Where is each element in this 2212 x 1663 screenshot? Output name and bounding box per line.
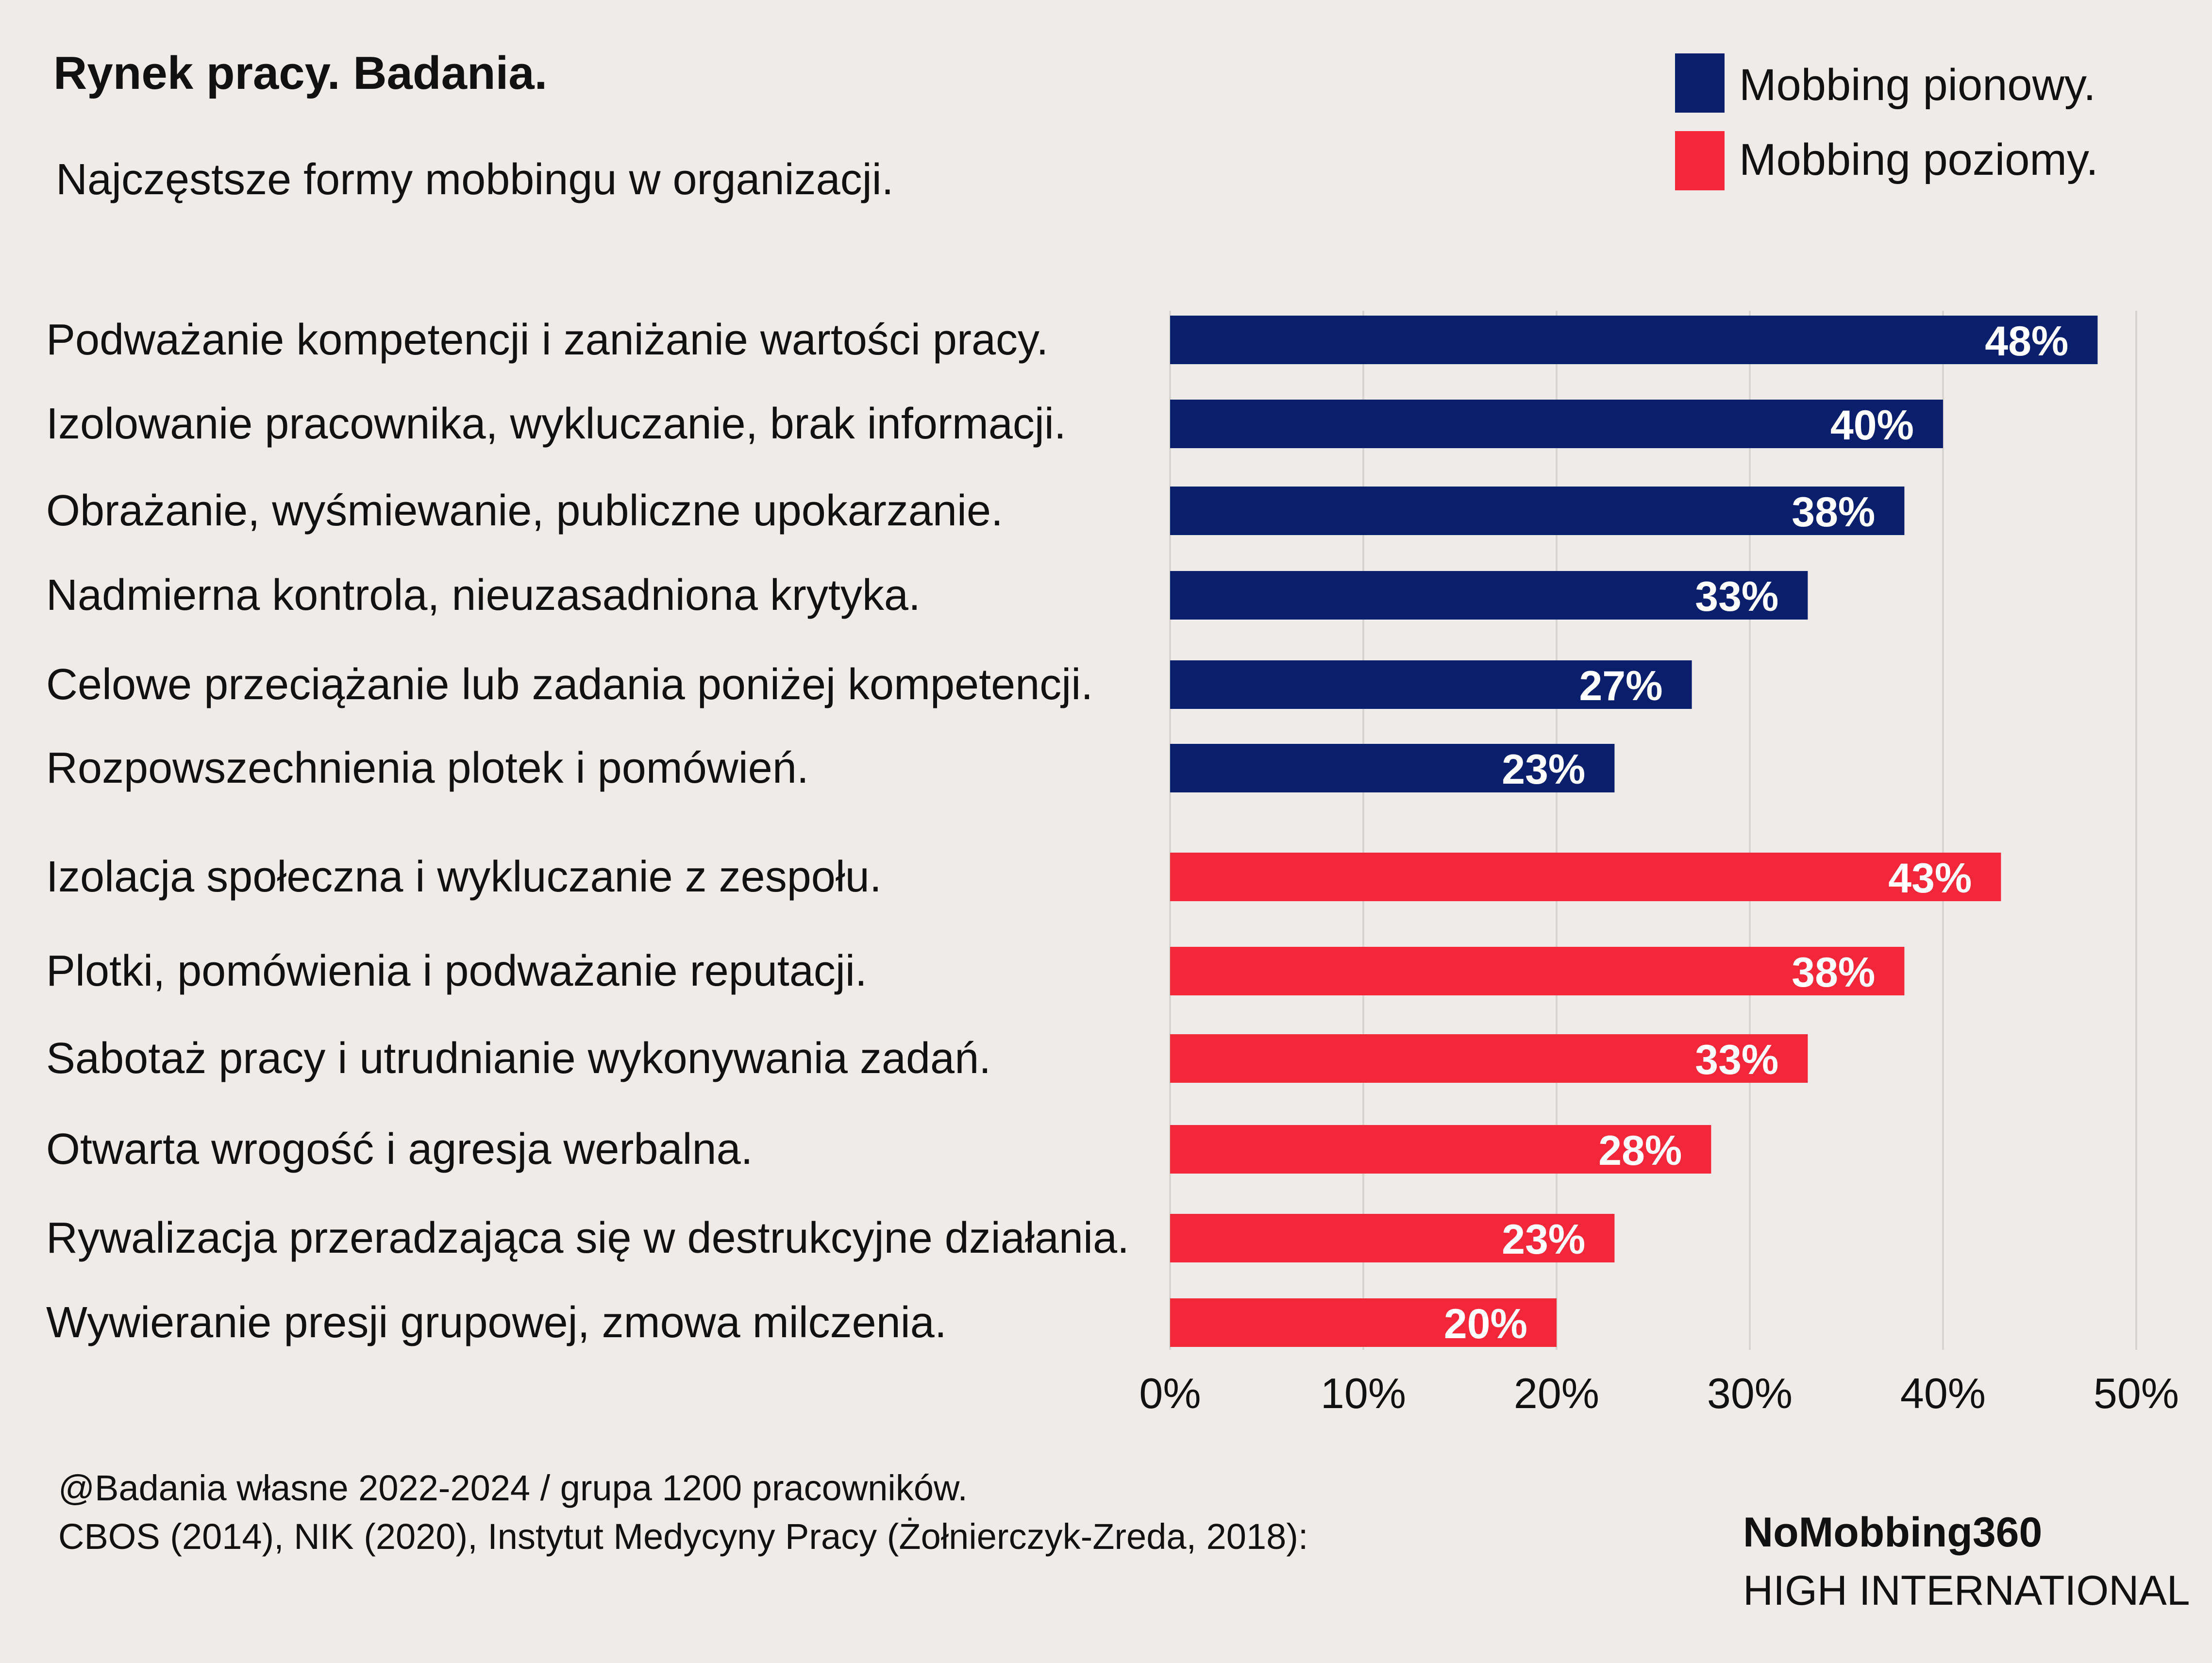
category-label: Wywieranie presji grupowej, zmowa milcze… xyxy=(46,1298,947,1347)
bar xyxy=(1170,1214,1615,1262)
source-line-2: CBOS (2014), NIK (2020), Instytut Medycy… xyxy=(58,1516,1308,1557)
category-label: Podważanie kompetencji i zaniżanie warto… xyxy=(46,316,1048,364)
category-label: Celowe przeciążanie lub zadania poniżej … xyxy=(46,660,1093,709)
chart-title: Rynek pracy. Badania. xyxy=(53,47,547,99)
bar-value-label: 40% xyxy=(1830,402,1914,449)
x-tick-label: 40% xyxy=(1900,1369,1986,1417)
category-label: Obrażanie, wyśmiewanie, publiczne upokar… xyxy=(46,487,1003,535)
bar-value-label: 23% xyxy=(1502,1216,1585,1263)
bar xyxy=(1170,400,1943,448)
category-label: Rywalizacja przeradzająca się w destrukc… xyxy=(46,1214,1129,1262)
bar xyxy=(1170,316,2098,364)
bar-value-label: 23% xyxy=(1502,746,1585,793)
x-axis-ticks: 0% 10% 20% 30% 40% 50% xyxy=(1139,1369,2179,1417)
bar xyxy=(1170,1298,1557,1347)
category-label: Izolowanie pracownika, wykluczanie, brak… xyxy=(46,400,1066,448)
legend-label-pionowy: Mobbing pionowy. xyxy=(1739,60,2096,110)
category-label: Sabotaż pracy i utrudnianie wykonywania … xyxy=(46,1034,991,1083)
bar xyxy=(1170,1034,1808,1083)
bar xyxy=(1170,1125,1711,1174)
bar xyxy=(1170,853,2001,901)
bar-value-label: 38% xyxy=(1792,489,1875,536)
legend-label-poziomy: Mobbing poziomy. xyxy=(1739,135,2098,185)
category-labels: Podważanie kompetencji i zaniżanie warto… xyxy=(46,316,1129,1347)
bar xyxy=(1170,947,1905,995)
bar-value-label: 27% xyxy=(1579,663,1662,709)
bar-value-label: 20% xyxy=(1444,1301,1527,1347)
legend-swatch-poziomy xyxy=(1675,131,1725,190)
category-label: Rozpowszechnienia plotek i pomówień. xyxy=(46,744,809,792)
bar-value-label: 33% xyxy=(1695,573,1778,620)
bar-value-label: 33% xyxy=(1695,1037,1778,1083)
bar xyxy=(1170,571,1808,620)
bar-value-label: 48% xyxy=(1985,318,2068,365)
x-tick-label: 50% xyxy=(2094,1369,2179,1417)
x-tick-label: 30% xyxy=(1707,1369,1793,1417)
brand-name: NoMobbing360 xyxy=(1743,1509,2042,1556)
x-tick-label: 10% xyxy=(1321,1369,1406,1417)
x-tick-label: 0% xyxy=(1139,1369,1201,1417)
bar xyxy=(1170,744,1615,792)
category-label: Plotki, pomówienia i podważanie reputacj… xyxy=(46,947,867,995)
category-label: Otwarta wrogość i agresja werbalna. xyxy=(46,1125,753,1174)
bar-value-label: 38% xyxy=(1792,949,1875,996)
bar-value-label: 43% xyxy=(1888,855,1972,902)
bar xyxy=(1170,660,1692,709)
category-label: Nadmierna kontrola, nieuzasadniona kryty… xyxy=(46,571,921,620)
gridlines xyxy=(1169,311,2137,1350)
bar-value-label: 28% xyxy=(1598,1127,1682,1174)
category-label: Izolacja społeczna i wykluczanie z zespo… xyxy=(46,853,882,901)
chart-subtitle: Najczęstsze formy mobbingu w organizacji… xyxy=(56,155,894,204)
x-tick-label: 20% xyxy=(1514,1369,1599,1417)
brand-subtitle: HIGH INTERNATIONAL xyxy=(1743,1567,2190,1614)
source-line-1: @Badania własne 2022-2024 / grupa 1200 p… xyxy=(58,1468,968,1508)
bar xyxy=(1170,487,1905,535)
bars: 48% 40% 38% 33% 27% 23% 43% 38% 33% 28% 23% 20% xyxy=(1170,316,2098,1347)
legend-swatch-pionowy xyxy=(1675,53,1725,113)
